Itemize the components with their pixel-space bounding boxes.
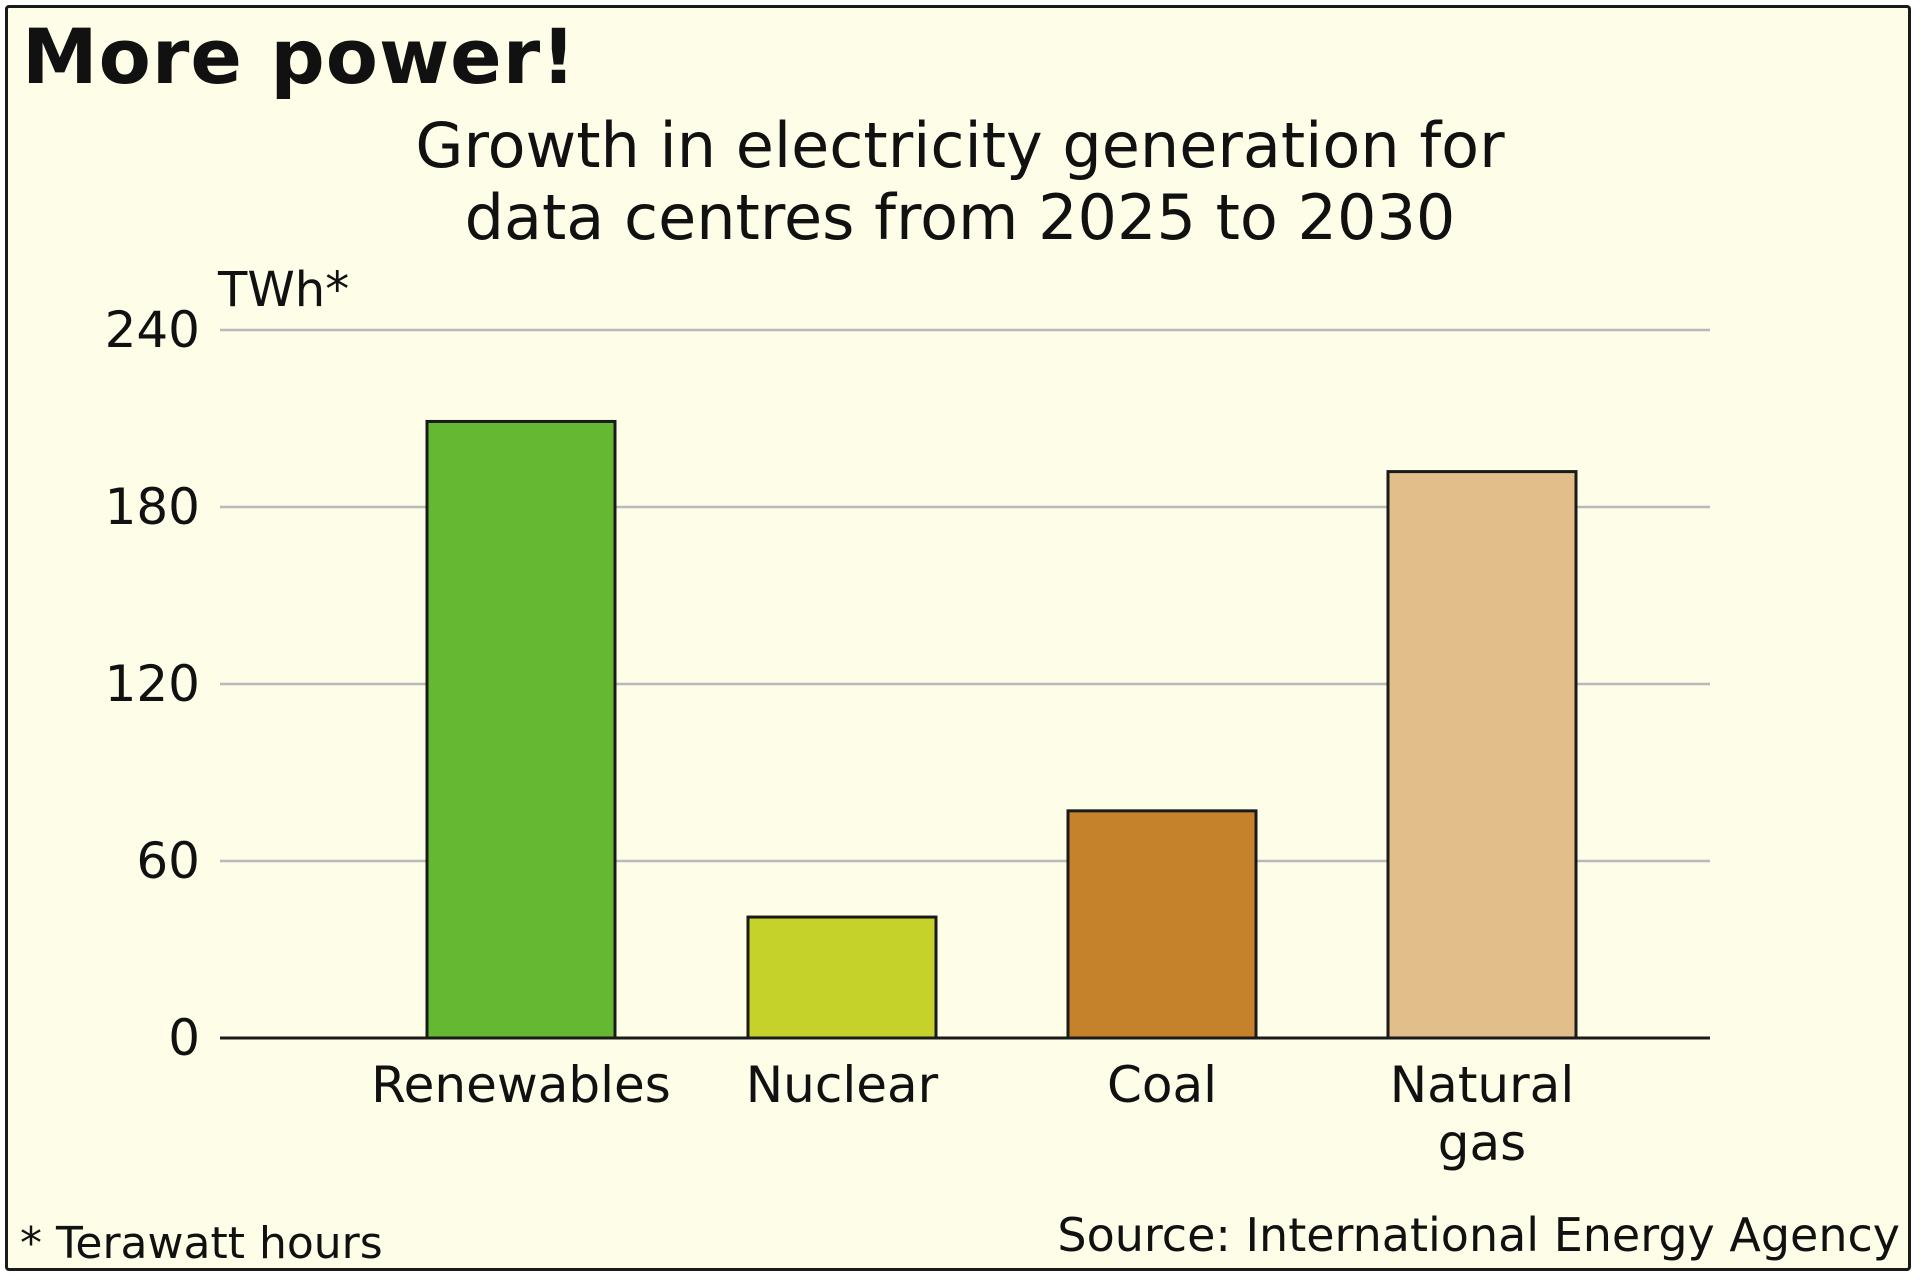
chart-title: More power! [22, 12, 577, 101]
y-tick-label: 240 [105, 301, 200, 359]
y-tick-label: 120 [105, 655, 200, 713]
y-tick-label: 0 [168, 1009, 200, 1067]
x-tick-label: Nuclear [746, 1056, 939, 1114]
subtitle-line-2: data centres from 2025 to 2030 [464, 181, 1456, 254]
bar-coal [1066, 809, 1258, 1040]
chart-subtitle: Growth in electricity generation for dat… [0, 110, 1920, 254]
chart-frame [5, 5, 1911, 1271]
footnote: * Terawatt hours [20, 1218, 383, 1269]
y-tick-label: 180 [105, 478, 200, 536]
x-tick-label: Natural [1390, 1056, 1574, 1114]
bar-nuclear [746, 915, 938, 1040]
y-tick-label: 60 [136, 832, 200, 890]
bar-renewables [425, 419, 617, 1040]
x-tick-label: Renewables [371, 1056, 671, 1114]
y-axis-unit-label: TWh* [218, 262, 350, 318]
subtitle-line-1: Growth in electricity generation for [415, 109, 1505, 182]
x-tick-label: gas [1438, 1114, 1526, 1172]
x-tick-label: Coal [1107, 1056, 1217, 1114]
source-note: Source: International Energy Agency [1057, 1208, 1900, 1262]
bar-natural-gas [1386, 470, 1578, 1040]
